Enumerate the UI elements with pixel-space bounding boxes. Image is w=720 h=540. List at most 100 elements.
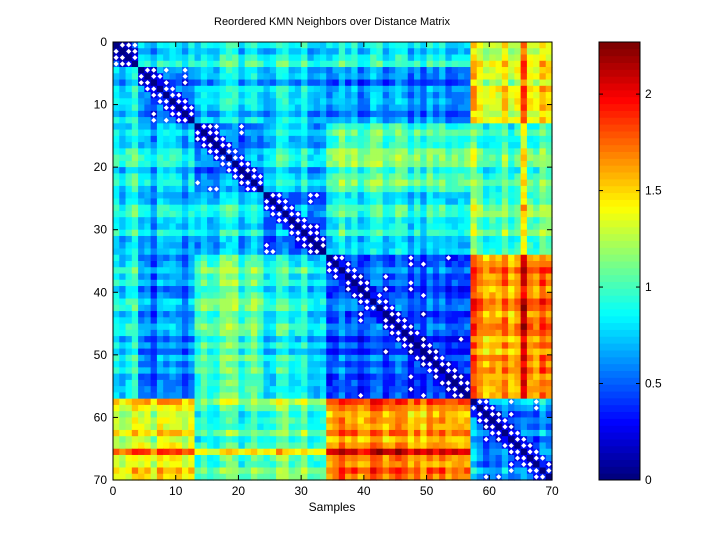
heatmap-cell	[181, 198, 189, 206]
heatmap-cell	[464, 254, 472, 262]
heatmap-cell	[225, 404, 233, 412]
heatmap-cell	[520, 267, 528, 275]
heatmap-cell	[119, 142, 127, 149]
heatmap-cell	[269, 104, 277, 112]
heatmap-cell	[345, 417, 352, 425]
heatmap-cell	[288, 98, 296, 106]
heatmap-cell	[338, 210, 346, 218]
heatmap-cell	[125, 298, 133, 306]
heatmap-cell	[113, 311, 120, 318]
heatmap-cell	[294, 354, 302, 362]
heatmap-cell	[294, 261, 302, 268]
heatmap-cell	[307, 117, 315, 124]
heatmap-cell	[464, 185, 472, 193]
heatmap-cell	[225, 204, 233, 212]
heatmap-cell	[313, 454, 321, 462]
neighbor-marker	[113, 55, 119, 61]
heatmap-cell	[533, 242, 541, 250]
heatmap-cell	[495, 148, 503, 156]
heatmap-cell	[150, 173, 158, 181]
heatmap-cell	[200, 267, 208, 275]
heatmap-cell	[345, 317, 352, 325]
heatmap-cell	[426, 442, 434, 450]
heatmap-cell	[169, 398, 177, 406]
heatmap-cell	[282, 104, 290, 112]
heatmap-cell	[257, 117, 265, 124]
heatmap-cell	[457, 148, 465, 156]
heatmap-cell	[533, 223, 541, 231]
heatmap-cell	[439, 392, 446, 400]
heatmap-cell	[113, 398, 120, 406]
heatmap-cell	[150, 98, 158, 106]
heatmap-cell	[163, 273, 171, 281]
heatmap-cell	[276, 142, 283, 149]
heatmap-cell	[207, 386, 214, 393]
heatmap-cell	[175, 423, 183, 431]
heatmap-cell	[395, 242, 403, 250]
heatmap-cell	[495, 304, 503, 312]
heatmap-cell	[489, 79, 497, 87]
heatmap-cell	[345, 373, 352, 381]
heatmap-cell	[533, 198, 541, 206]
heatmap-cell	[138, 185, 145, 193]
heatmap-cell	[382, 98, 390, 106]
heatmap-cell	[131, 192, 139, 200]
heatmap-cell	[451, 436, 459, 444]
heatmap-cell	[169, 192, 177, 200]
heatmap-cell	[476, 223, 484, 231]
heatmap-cell	[451, 92, 459, 99]
heatmap-cell	[464, 217, 472, 225]
heatmap-cell	[188, 323, 196, 331]
neighbor-marker	[213, 136, 220, 142]
heatmap-cell	[188, 329, 196, 337]
heatmap-cell	[307, 217, 315, 225]
heatmap-cell	[370, 473, 377, 481]
heatmap-cell	[363, 361, 371, 368]
heatmap-cell	[388, 92, 396, 99]
heatmap-cell	[294, 379, 302, 387]
heatmap-cell	[451, 85, 459, 93]
heatmap-cell	[150, 436, 158, 444]
heatmap-cell	[269, 85, 277, 93]
heatmap-cell	[138, 54, 145, 62]
heatmap-cell	[476, 448, 484, 456]
heatmap-cell	[238, 367, 246, 375]
heatmap-cell	[545, 42, 553, 49]
heatmap-cell	[457, 273, 465, 281]
heatmap-cell	[269, 317, 277, 325]
heatmap-cell	[470, 229, 478, 237]
heatmap-cell	[382, 192, 390, 200]
heatmap-cell	[489, 73, 497, 81]
heatmap-cell	[125, 386, 133, 393]
heatmap-cell	[326, 411, 334, 419]
heatmap-cell	[489, 261, 497, 268]
heatmap-cell	[376, 217, 384, 225]
heatmap-cell	[401, 217, 409, 225]
heatmap-cell	[181, 417, 189, 425]
heatmap-cell	[395, 448, 403, 456]
heatmap-cell	[207, 248, 214, 256]
heatmap-cell	[244, 317, 252, 325]
heatmap-cell	[483, 98, 490, 106]
heatmap-cell	[213, 217, 221, 225]
heatmap-cell	[131, 254, 139, 262]
heatmap-cell	[451, 379, 459, 387]
heatmap-cell	[257, 417, 265, 425]
heatmap-cell	[244, 104, 252, 112]
heatmap-cell	[401, 192, 409, 200]
heatmap-cell	[395, 392, 403, 400]
heatmap-cell	[294, 42, 302, 49]
heatmap-cell	[181, 292, 189, 300]
heatmap-cell	[219, 48, 227, 56]
heatmap-cell	[319, 123, 327, 131]
heatmap-cell	[175, 135, 183, 143]
heatmap-cell	[457, 42, 465, 49]
heatmap-cell	[213, 117, 221, 124]
heatmap-cell	[138, 142, 145, 149]
neighbor-marker	[251, 167, 257, 173]
heatmap-cell	[363, 311, 371, 318]
heatmap-cell	[445, 242, 453, 250]
heatmap-cell	[332, 448, 340, 456]
heatmap-cell	[489, 367, 497, 375]
heatmap-cell	[414, 442, 421, 450]
